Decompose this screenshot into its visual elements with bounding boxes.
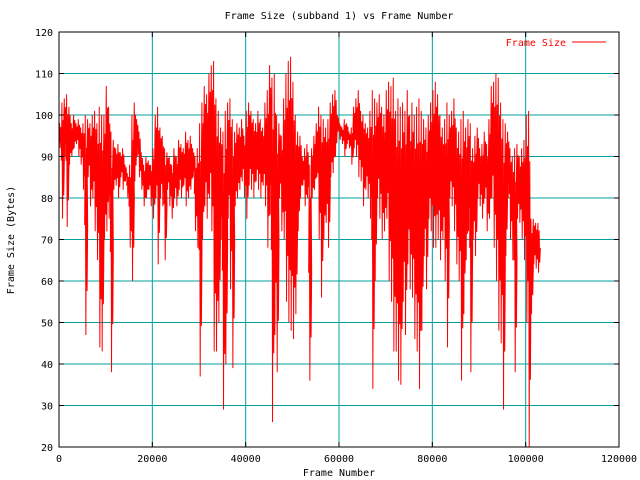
y-tick-label: 80: [41, 194, 53, 205]
x-axis-label: Frame Number: [303, 468, 375, 479]
x-tick-label: 20000: [137, 454, 167, 465]
y-tick-label: 120: [35, 28, 53, 39]
x-tick-label: 60000: [324, 454, 354, 465]
chart-title: Frame Size (subband 1) vs Frame Number: [225, 11, 454, 22]
y-tick-label: 100: [35, 111, 53, 122]
x-tick-label: 40000: [231, 454, 261, 465]
y-tick-label: 50: [41, 319, 53, 330]
y-tick-label: 20: [41, 443, 53, 454]
legend-label: Frame Size: [506, 38, 566, 49]
y-axis-tick-labels: 20 30 40 50 60 70 80 90 100 110 120: [35, 28, 53, 454]
x-tick-label: 100000: [508, 454, 544, 465]
y-tick-label: 90: [41, 153, 53, 164]
x-axis-tick-labels: 0 20000 40000 60000 80000 100000 120000: [56, 454, 637, 465]
axis-ticks: [58, 31, 620, 448]
y-tick-label: 70: [41, 236, 53, 247]
series-line-frame-size: [58, 56, 541, 448]
legend: Frame Size: [506, 38, 606, 49]
y-tick-label: 30: [41, 402, 53, 413]
y-tick-label: 110: [35, 70, 53, 81]
y-tick-label: 60: [41, 277, 53, 288]
series-frame-size: [58, 56, 541, 448]
y-axis-label: Frame Size (Bytes): [6, 186, 17, 294]
x-tick-label: 120000: [601, 454, 637, 465]
x-tick-label: 0: [56, 454, 62, 465]
y-tick-label: 40: [41, 360, 53, 371]
x-tick-label: 80000: [417, 454, 447, 465]
